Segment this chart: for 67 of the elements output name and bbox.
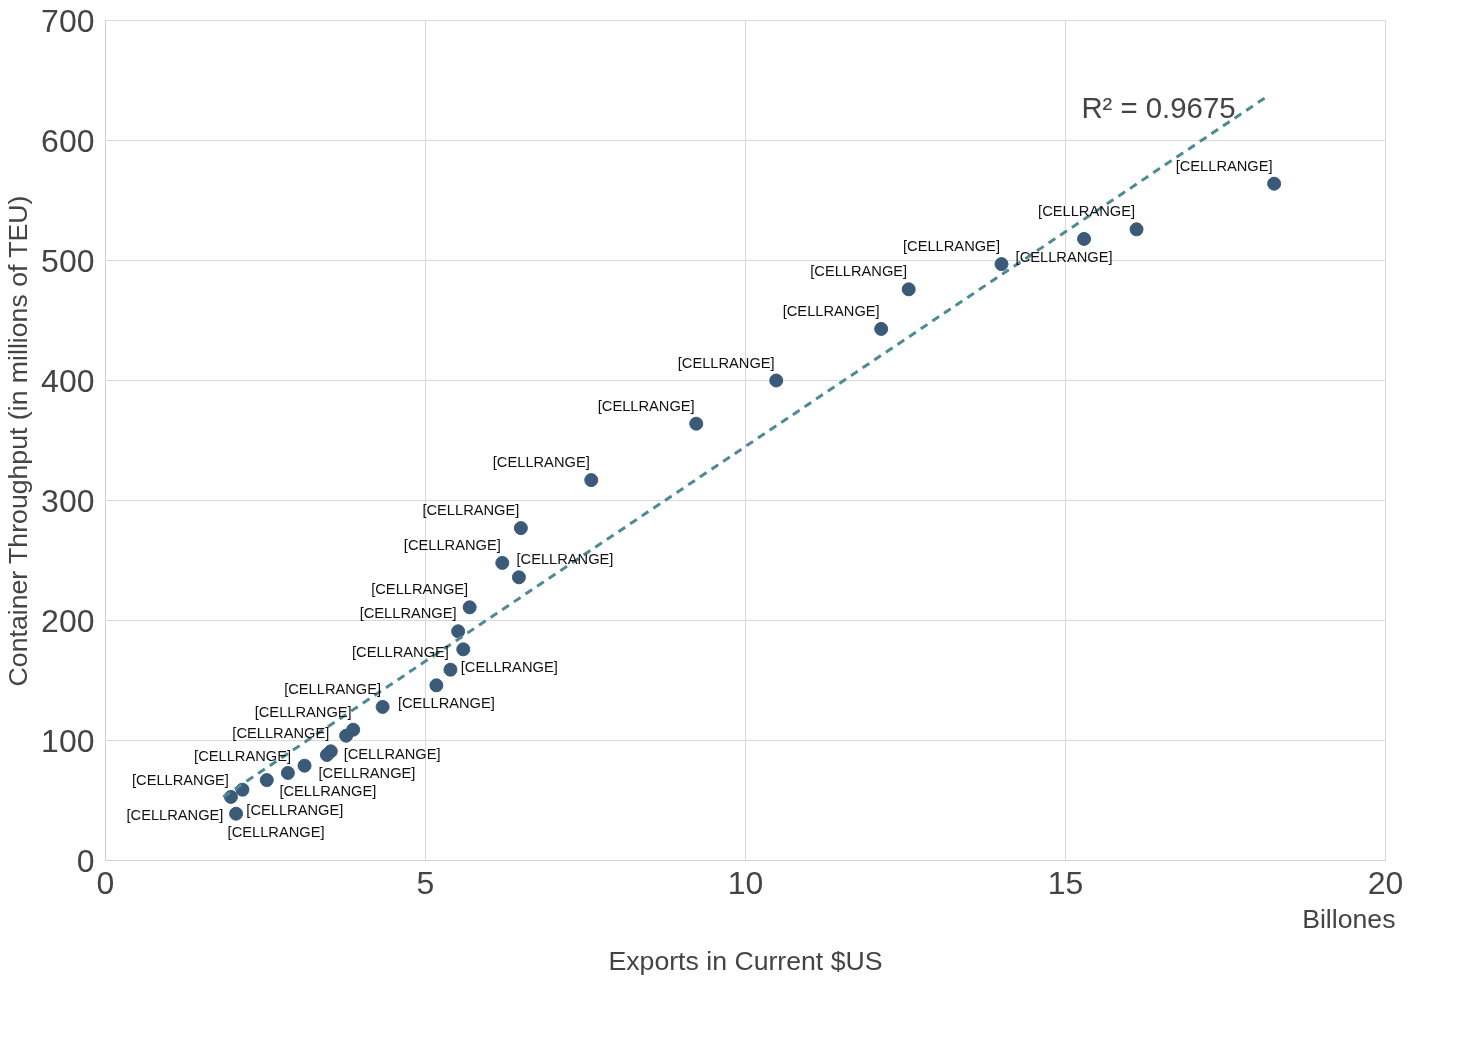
point [511, 570, 526, 585]
data-label: [CELLRANGE] [1015, 248, 1113, 265]
data-label: [CELLRANGE] [1038, 203, 1136, 220]
x-tick-label: 20 [1367, 864, 1404, 901]
point [1077, 231, 1092, 246]
point [346, 722, 361, 737]
data-label: [CELLRANGE] [254, 703, 352, 720]
y-tick-label: 200 [41, 602, 95, 639]
data-label: [CELLRANGE] [460, 659, 558, 676]
data-label: [CELLRANGE] [782, 302, 880, 319]
data-label: [CELLRANGE] [492, 454, 590, 471]
point [462, 600, 477, 615]
data-label: [CELLRANGE] [246, 802, 344, 819]
data-label: [CELLRANGE] [343, 745, 441, 762]
data-label: [CELLRANGE] [677, 354, 775, 371]
y-tick-label: 400 [41, 362, 95, 399]
point [874, 321, 889, 336]
point [451, 624, 466, 639]
x-tick-label: 10 [727, 864, 764, 901]
x-axis-title: Exports in Current $US [608, 945, 883, 976]
point [994, 257, 1009, 272]
data-label: [CELLRANGE] [597, 397, 695, 414]
point [429, 678, 444, 693]
point [259, 773, 274, 788]
data-label: [CELLRANGE] [279, 782, 377, 799]
point [584, 473, 599, 488]
y-axis-title: Container Throughput (in millions of TEU) [3, 195, 34, 687]
point [495, 555, 510, 570]
point [1267, 176, 1282, 191]
annotation: R² = 0.9675 [1081, 90, 1236, 124]
data-label: [CELLRANGE] [371, 581, 469, 598]
y-tick-label: 700 [41, 2, 95, 39]
point [443, 662, 458, 677]
data-label: [CELLRANGE] [422, 502, 520, 519]
point [769, 373, 784, 388]
y-tick-label: 500 [41, 242, 95, 279]
data-label: [CELLRANGE] [1175, 157, 1273, 174]
data-label: [CELLRANGE] [810, 263, 908, 280]
data-label: [CELLRANGE] [232, 725, 330, 742]
y-tick-label: 100 [41, 722, 95, 759]
y-tick-label: 600 [41, 122, 95, 159]
x-tick-label: 5 [416, 864, 435, 901]
point [297, 758, 312, 773]
data-label: [CELLRANGE] [126, 806, 224, 823]
data-label: [CELLRANGE] [359, 605, 457, 622]
point [456, 642, 471, 657]
data-label: [CELLRANGE] [284, 680, 382, 697]
x-tick-label: 15 [1047, 864, 1084, 901]
point [280, 765, 295, 780]
data-label: [CELLRANGE] [318, 764, 416, 781]
data-label: [CELLRANGE] [903, 238, 1000, 255]
point [1129, 222, 1144, 237]
point [229, 806, 244, 821]
text: Billones [1302, 903, 1396, 934]
data-label: [CELLRANGE] [516, 551, 614, 568]
point [689, 416, 704, 431]
data-label: [CELLRANGE] [403, 536, 501, 553]
point [513, 521, 528, 536]
point [901, 282, 916, 297]
data-label: [CELLRANGE] [194, 747, 292, 764]
point [323, 744, 338, 759]
data-label: [CELLRANGE] [132, 771, 229, 788]
y-tick-label: 300 [41, 482, 95, 519]
data-label: [CELLRANGE] [352, 643, 449, 660]
data-label: [CELLRANGE] [227, 823, 325, 840]
point [375, 699, 390, 714]
data-label: [CELLRANGE] [397, 695, 495, 712]
